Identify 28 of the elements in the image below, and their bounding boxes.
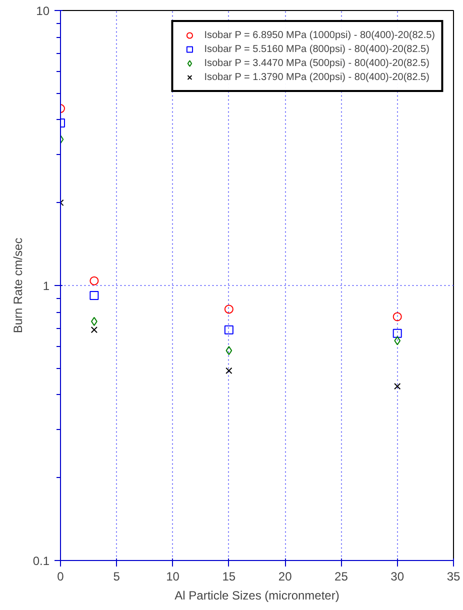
point: [226, 346, 232, 356]
point: [394, 382, 401, 390]
point: [90, 326, 98, 334]
legend-label: Isobar P = 1.3790 MPa (200psi) - 80(400)-20(82.5): [204, 70, 430, 84]
x-tick-label: 10: [166, 570, 180, 584]
x-axis-title: Al Particle Sizes (micronmeter): [174, 588, 340, 602]
x-tick-label: 25: [334, 570, 348, 584]
x-tick-label: 35: [446, 570, 460, 584]
y-axis-title: Burn Rate cm/sec: [10, 238, 25, 334]
point: [394, 336, 401, 346]
x-tick-label: 5: [113, 570, 120, 584]
point: [392, 328, 402, 338]
x-tick-label: 20: [278, 570, 292, 584]
legend-label: Isobar P = 6.8950 MPa (1000psi) - 80(400)-20(82.5): [204, 28, 435, 42]
legend-label: Isobar P = 5.5160 MPa (800psi) - 80(400)-20(82.5): [204, 42, 430, 56]
y-tick-label: 1: [42, 279, 50, 293]
point: [224, 325, 234, 334]
point: [90, 290, 99, 300]
y-tick-label: 10: [36, 4, 50, 18]
point: [90, 276, 99, 286]
y-tick-label: 0.1: [32, 554, 50, 568]
point: [226, 367, 232, 374]
legend-label: Isobar P = 3.4470 MPa (500psi) - 80(400)-20(82.5): [204, 56, 430, 70]
x-tick-label: 15: [222, 570, 236, 584]
point: [392, 312, 402, 322]
point: [224, 304, 234, 314]
x-tick-label: 0: [57, 570, 64, 584]
x-tick-label: 30: [390, 570, 404, 584]
